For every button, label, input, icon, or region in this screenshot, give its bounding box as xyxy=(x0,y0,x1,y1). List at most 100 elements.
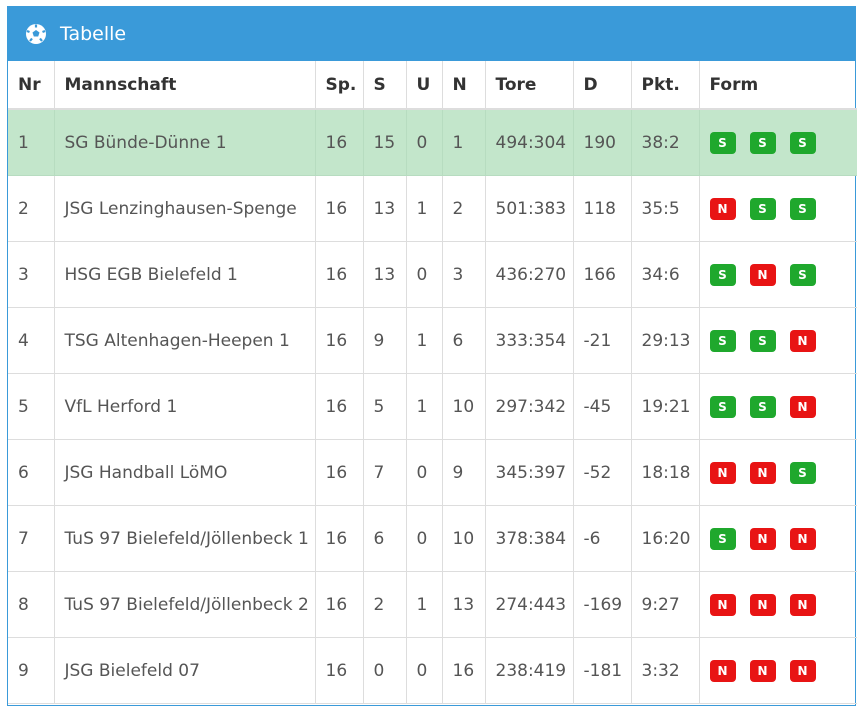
cell-d: -21 xyxy=(573,307,632,374)
cell-sp: 16 xyxy=(315,373,364,440)
cell-nr: 2 xyxy=(8,175,55,242)
cell-u: 0 xyxy=(406,505,443,572)
standings-table: Nr Mannschaft Sp. S U N Tore D Pkt. Form… xyxy=(8,61,857,704)
cell-tore: 494:304 xyxy=(485,109,574,176)
form-badge: N xyxy=(709,461,736,484)
cell-team[interactable]: VfL Herford 1 xyxy=(54,373,316,440)
cell-pkt: 3:32 xyxy=(631,637,700,704)
cell-n: 6 xyxy=(442,307,486,374)
form-badge: S xyxy=(709,527,736,550)
cell-team[interactable]: TSG Altenhagen-Heepen 1 xyxy=(54,307,316,374)
cell-tore: 378:384 xyxy=(485,505,574,572)
form-badge: S xyxy=(749,197,776,220)
form-badge: N xyxy=(789,659,816,682)
cell-team[interactable]: JSG Handball LöMO xyxy=(54,439,316,506)
cell-sp: 16 xyxy=(315,109,364,176)
form-badge: N xyxy=(749,263,776,286)
col-s: S xyxy=(363,61,407,110)
cell-team[interactable]: TuS 97 Bielefeld/Jöllenbeck 2 xyxy=(54,571,316,638)
cell-s: 13 xyxy=(363,175,407,242)
table-row: 3 HSG EGB Bielefeld 1 16 13 0 3 436:270 166 34:6… xyxy=(8,241,857,308)
cell-n: 16 xyxy=(442,637,486,704)
table-row: 4 TSG Altenhagen-Heepen 1 16 9 1 6 333:354 -21 2… xyxy=(8,307,858,374)
cell-s: 7 xyxy=(363,439,407,506)
cell-team[interactable]: TuS 97 Bielefeld/Jöllenbeck 1 xyxy=(54,505,316,572)
cell-sp: 16 xyxy=(315,637,364,704)
table-row: 2 JSG Lenzinghausen-Spenge 16 13 1 2 501:383 11… xyxy=(8,175,857,242)
cell-tore: 297:342 xyxy=(485,373,574,440)
cell-u: 1 xyxy=(406,571,443,638)
cell-u: 0 xyxy=(406,241,443,308)
form-badge: S xyxy=(749,329,776,352)
cell-pkt: 38:2 xyxy=(631,109,700,176)
form-badge: N xyxy=(709,197,736,220)
form-badge: S xyxy=(789,461,816,484)
cell-n: 2 xyxy=(442,175,486,242)
cell-u: 0 xyxy=(406,109,443,176)
cell-team[interactable]: JSG Lenzinghausen-Spenge xyxy=(54,175,316,242)
form-badge: N xyxy=(789,527,816,550)
form-badge: N xyxy=(749,527,776,550)
cell-pkt: 29:13 xyxy=(631,307,700,374)
col-nr: Nr xyxy=(8,61,55,110)
cell-nr: 9 xyxy=(8,637,55,704)
cell-pkt: 19:21 xyxy=(631,373,700,440)
form-badge: N xyxy=(709,593,736,616)
col-mannschaft: Mannschaft xyxy=(54,61,316,110)
col-u: U xyxy=(406,61,443,110)
standings-panel: Tabelle Nr Mannschaft Sp. S U N Tore D P… xyxy=(7,6,857,706)
table-row: 5 VfL Herford 1 16 5 1 10 297:342 -45 19:21 S S N xyxy=(8,373,858,440)
table-body: 1 SG Bünde-Dünne 1 16 15 0 1 494:304 190 38:2 S S S… xyxy=(8,109,857,704)
panel-title: Tabelle xyxy=(60,23,127,45)
col-d: D xyxy=(573,61,632,110)
table-header-row: Nr Mannschaft Sp. S U N Tore D Pkt. Form xyxy=(8,61,857,110)
form-badge: N xyxy=(749,461,776,484)
cell-team[interactable]: HSG EGB Bielefeld 1 xyxy=(54,241,316,308)
cell-tore: 274:443 xyxy=(485,571,574,638)
cell-d: 118 xyxy=(573,175,632,242)
cell-pkt: 35:5 xyxy=(631,175,700,242)
cell-n: 9 xyxy=(442,439,486,506)
cell-team[interactable]: JSG Bielefeld 07 xyxy=(54,637,316,704)
cell-d: -169 xyxy=(573,571,632,638)
cell-sp: 16 xyxy=(315,175,364,242)
cell-nr: 3 xyxy=(8,241,55,308)
cell-n: 1 xyxy=(442,109,486,176)
form-badge: S xyxy=(709,263,736,286)
cell-n: 10 xyxy=(442,505,486,572)
form-badge: N xyxy=(789,593,816,616)
table-row: 7 TuS 97 Bielefeld/Jöllenbeck 1 16 6 0 10 378:… xyxy=(8,505,858,572)
cell-u: 1 xyxy=(406,373,443,440)
col-n: N xyxy=(442,61,486,110)
cell-sp: 16 xyxy=(315,307,364,374)
cell-tore: 333:354 xyxy=(485,307,574,374)
table-row: 1 SG Bünde-Dünne 1 16 15 0 1 494:304 190 38:2 S S S xyxy=(8,109,857,176)
cell-d: 166 xyxy=(573,241,632,308)
col-sp: Sp. xyxy=(315,61,364,110)
cell-nr: 4 xyxy=(8,307,55,374)
cell-nr: 7 xyxy=(8,505,55,572)
form-badge: N xyxy=(749,593,776,616)
cell-d: -45 xyxy=(573,373,632,440)
cell-sp: 16 xyxy=(315,439,364,506)
cell-u: 1 xyxy=(406,175,443,242)
form-badge: S xyxy=(789,197,816,220)
cell-team[interactable]: SG Bünde-Dünne 1 xyxy=(54,109,316,176)
cell-n: 10 xyxy=(442,373,486,440)
cell-pkt: 18:18 xyxy=(631,439,700,506)
table-row: 8 TuS 97 Bielefeld/Jöllenbeck 2 16 2 1 13 274:… xyxy=(8,571,858,638)
panel-header: Tabelle xyxy=(8,7,855,61)
form-badge: N xyxy=(789,395,816,418)
cell-tore: 345:397 xyxy=(485,439,574,506)
cell-sp: 16 xyxy=(315,571,364,638)
